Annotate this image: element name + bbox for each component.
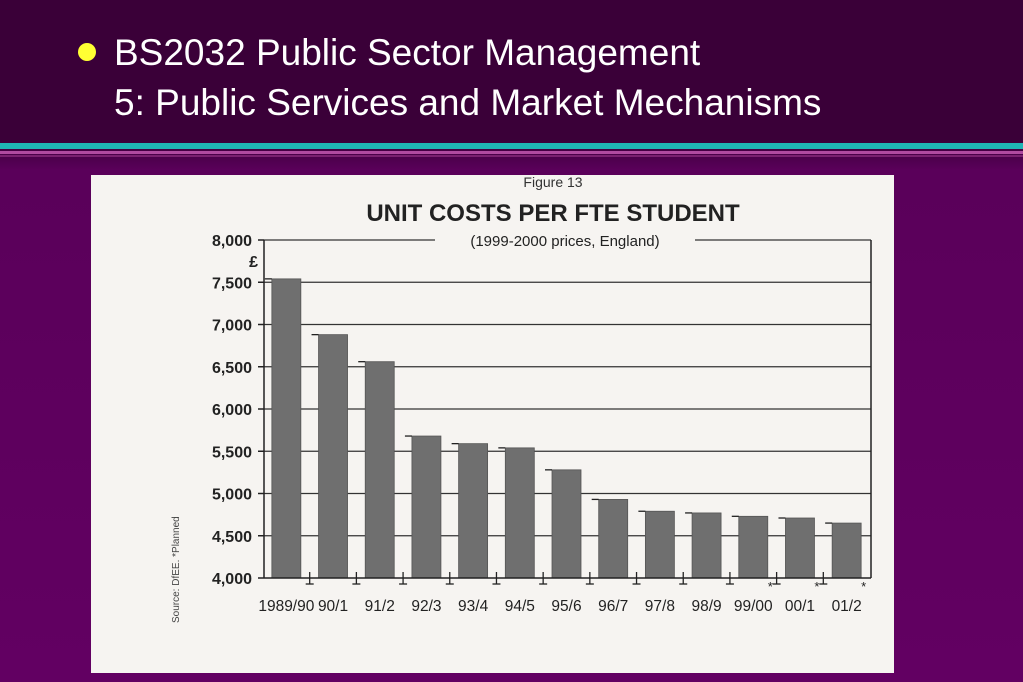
x-tick-label: 01/2 (832, 598, 862, 615)
planned-marker: * (768, 579, 773, 594)
y-tick-label: 7,000 (212, 318, 252, 335)
x-tick-label: 96/7 (598, 598, 628, 615)
bar (318, 334, 348, 579)
bar (504, 447, 535, 579)
x-tick-label: 90/1 (318, 598, 348, 615)
divider-pink (0, 151, 1023, 154)
y-axis-unit: £ (249, 254, 258, 271)
x-tick-label: 97/8 (645, 598, 675, 615)
y-tick-label: 5,000 (212, 487, 252, 504)
bar (364, 361, 395, 579)
bullet-icon (78, 43, 96, 61)
y-tick-label: 5,500 (212, 444, 252, 461)
y-tick-label: 6,000 (212, 402, 252, 419)
divider-teal (0, 143, 1023, 149)
slide-title-line-1: BS2032 Public Sector Management (114, 32, 701, 73)
bar (691, 512, 722, 579)
y-tick-label: 8,000 (212, 233, 252, 250)
x-tick-label: 92/3 (411, 598, 441, 615)
chart-figure: Figure 13 UNIT COSTS PER FTE STUDENT (19… (91, 175, 894, 673)
subtitle-background (435, 229, 695, 251)
bar (551, 469, 582, 579)
figure-label: Figure 13 (523, 175, 582, 190)
y-tick-label: 7,500 (212, 275, 252, 292)
source-note: Source: DfEE. *Planned (171, 516, 182, 623)
y-tick-label: 6,500 (212, 360, 252, 377)
planned-marker: * (861, 579, 866, 594)
slide-title-line-2: 5: Public Services and Market Mechanisms (114, 82, 822, 123)
x-tick-label: 98/9 (691, 598, 721, 615)
x-tick-label: 93/4 (458, 598, 489, 615)
divider-pink-dark (0, 155, 1023, 157)
chart-title: UNIT COSTS PER FTE STUDENT (366, 200, 740, 227)
bar (785, 517, 815, 579)
x-tick-label: 95/6 (551, 598, 581, 615)
x-tick-label: 99/00 (734, 598, 773, 615)
bar (831, 522, 862, 579)
bar-chart: Figure 13 UNIT COSTS PER FTE STUDENT (19… (171, 175, 872, 623)
y-tick-label: 4,500 (212, 529, 252, 546)
bar (644, 510, 675, 579)
x-tick-label: 00/1 (785, 598, 815, 615)
chart-subtitle: (1999-2000 prices, England) (470, 233, 659, 250)
bar (598, 499, 629, 579)
planned-marker: * (814, 579, 819, 594)
bar (738, 515, 769, 579)
x-tick-label: 94/5 (505, 598, 535, 615)
bar (411, 435, 442, 579)
x-tick-label: 1989/90 (258, 598, 314, 615)
bar (271, 278, 302, 579)
y-tick-label: 4,000 (212, 571, 252, 588)
bar (458, 443, 489, 579)
x-tick-label: 91/2 (365, 598, 395, 615)
